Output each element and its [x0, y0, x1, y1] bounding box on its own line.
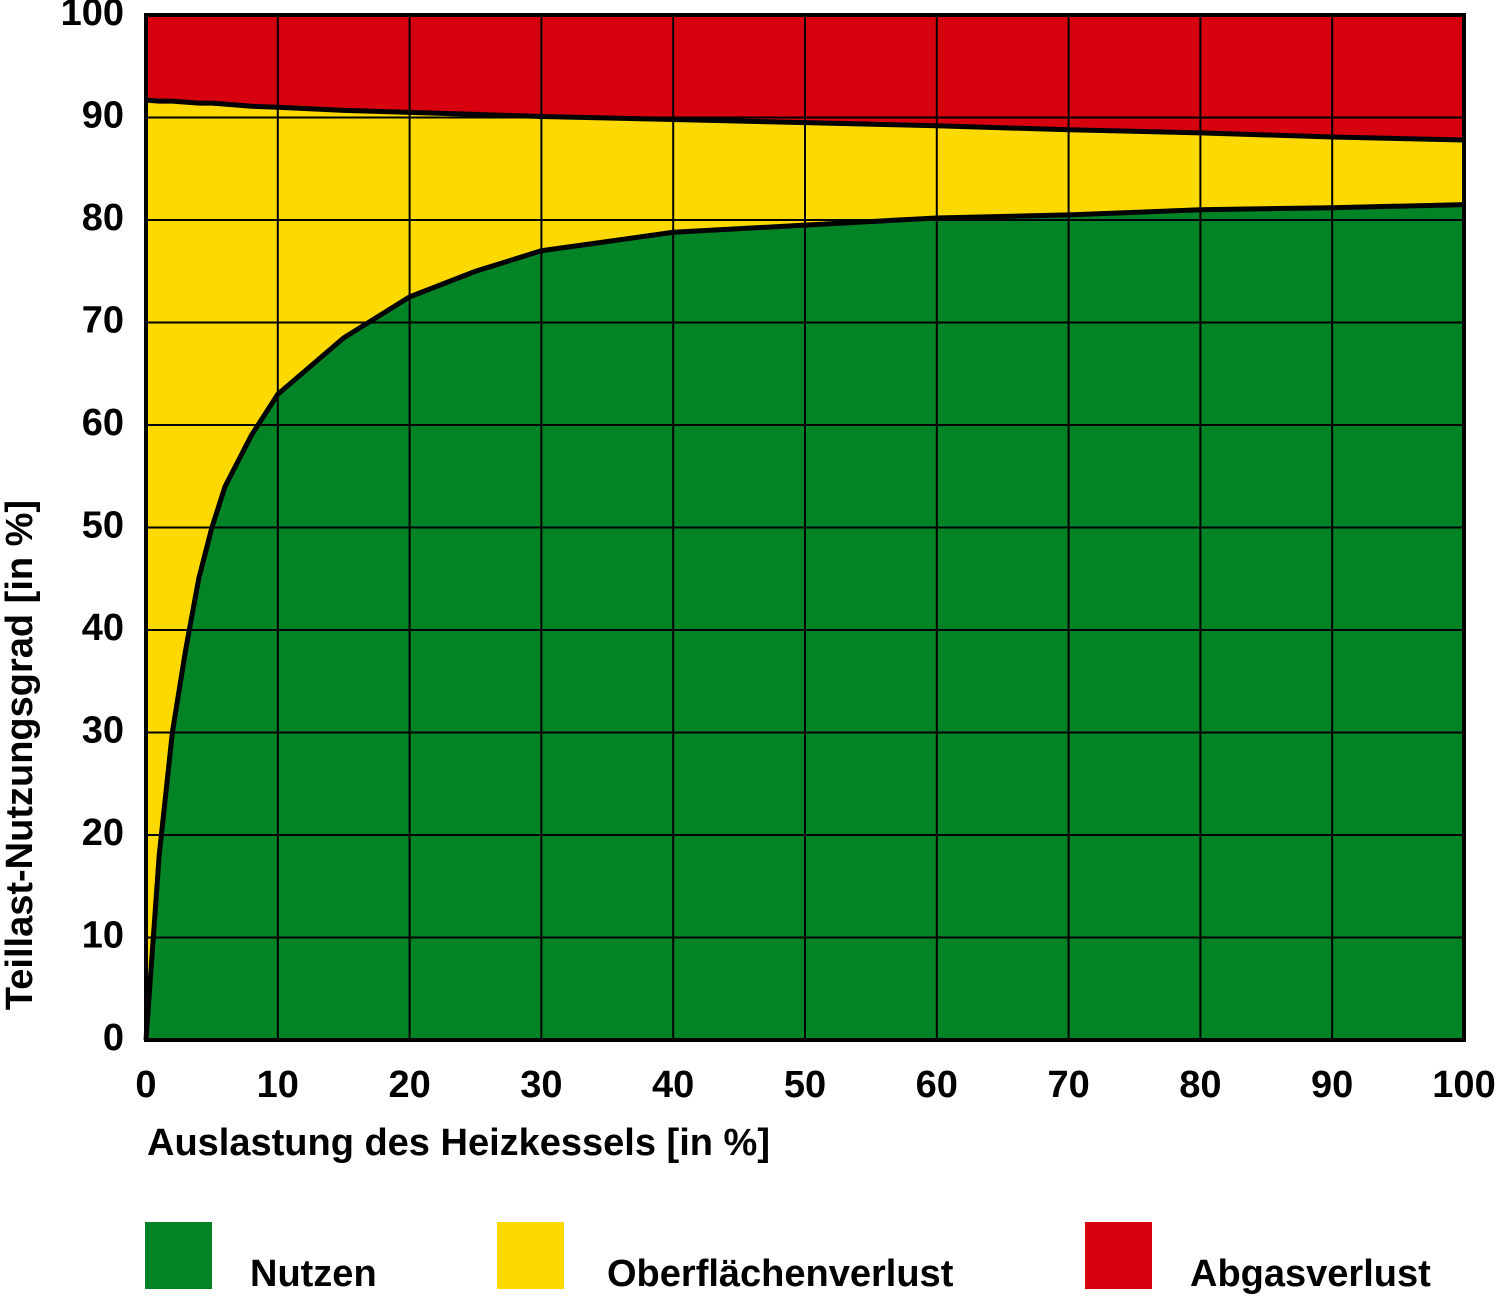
- boundary-line: [143, 202, 1465, 1041]
- plot-frame: [144, 13, 1466, 1042]
- y-tick-label: 50: [82, 505, 124, 547]
- x-tick-label: 90: [1311, 1064, 1353, 1106]
- x-axis-title: Auslastung des Heizkessels [in %]: [147, 1122, 770, 1164]
- y-tick-label: 80: [82, 197, 124, 239]
- legend-label: Oberflächenverlust: [607, 1253, 954, 1295]
- x-tick-label: 10: [257, 1064, 299, 1106]
- y-tick-label: 30: [82, 710, 124, 752]
- y-tick-label: 100: [61, 0, 124, 34]
- y-tick-label: 20: [82, 812, 124, 854]
- x-tick-label: 0: [135, 1064, 156, 1106]
- x-tick-label: 100: [1432, 1064, 1495, 1106]
- x-tick-label: 70: [1047, 1064, 1089, 1106]
- legend-swatch: [497, 1222, 564, 1289]
- y-tick-label: 70: [82, 300, 124, 342]
- y-tick-label: 0: [103, 1017, 124, 1059]
- legend-swatch: [145, 1222, 212, 1289]
- x-tick-label: 20: [388, 1064, 430, 1106]
- y-tick-label: 40: [82, 607, 124, 649]
- x-tick-label: 30: [520, 1064, 562, 1106]
- legend-swatch: [1085, 1222, 1152, 1289]
- y-tick-label: 60: [82, 402, 124, 444]
- x-tick-label: 80: [1179, 1064, 1221, 1106]
- x-tick-label: 50: [784, 1064, 826, 1106]
- y-tick-label: 10: [82, 915, 124, 957]
- x-tick-label: 40: [652, 1064, 694, 1106]
- legend-label: Nutzen: [250, 1253, 377, 1295]
- x-tick-label: 60: [916, 1064, 958, 1106]
- legend-label: Abgasverlust: [1190, 1253, 1431, 1295]
- boundary-line: [145, 97, 1465, 143]
- y-axis-title: Teillast-Nutzungsgrad [in %]: [0, 500, 41, 1010]
- y-tick-label: 90: [82, 95, 124, 137]
